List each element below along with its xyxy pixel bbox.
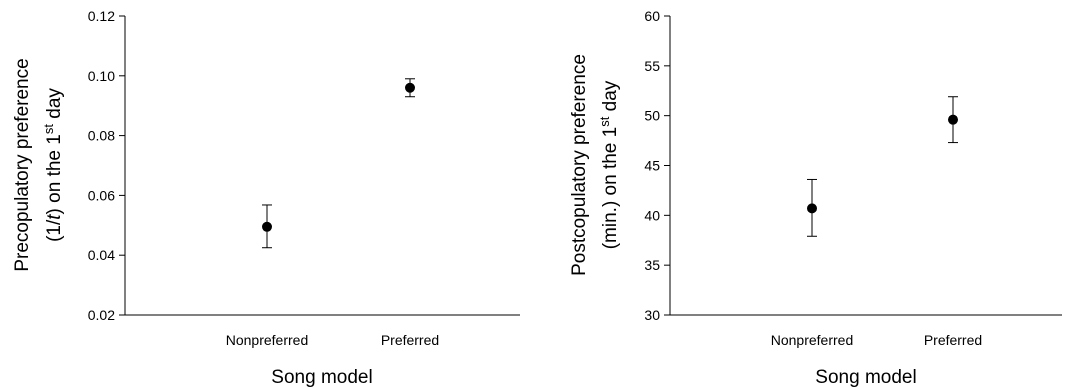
x-tick-label: Preferred: [381, 332, 439, 348]
y-tick-label: 0.08: [88, 128, 115, 144]
y-axis-title-line2-end: day: [44, 88, 65, 124]
y-tick-label: 45: [644, 158, 660, 174]
y-tick-label: 0.04: [88, 247, 115, 263]
y-axis-title-line2-italic: t: [44, 214, 65, 220]
y-tick-label: 0.02: [88, 307, 115, 323]
left-chart-panel: 0.02 0.04 0.06 0.08 0.10 0.12 Nonpreferred Pref…: [12, 8, 520, 388]
y-axis-title-line1: Precopulatory preference: [12, 58, 33, 271]
x-tick-label: Nonpreferred: [771, 332, 854, 348]
data-point-preferred: [948, 114, 958, 125]
y-axis-title-line2-end: day: [600, 80, 621, 116]
y-axis-title-line2-sup: st: [41, 124, 56, 135]
y-axis-title-line2-pre: (min.) on the 1: [600, 127, 621, 250]
x-axis-title: Song model: [271, 367, 372, 388]
y-axis-title-line2-sup: st: [597, 116, 612, 127]
x-axis-title: Song model: [815, 367, 916, 388]
y-axis-title-line2-pre: (1/: [44, 219, 65, 242]
y-tick-label: 35: [644, 257, 660, 273]
data-point-preferred: [405, 82, 415, 93]
y-axis-title-line1: Postcopulatory preference: [569, 54, 590, 276]
y-tick-label: 40: [644, 207, 660, 223]
y-tick-label: 0.06: [88, 187, 115, 203]
y-tick-label: 55: [644, 58, 660, 74]
y-tick-label: 0.10: [88, 68, 115, 84]
y-tick-label: 0.12: [88, 8, 115, 24]
x-tick-label: Preferred: [924, 332, 982, 348]
y-tick-label: 50: [644, 108, 660, 124]
y-axis-title-line2: (1/t) on the 1st day: [41, 88, 66, 242]
x-tick-label: Nonpreferred: [226, 332, 309, 348]
data-point-nonpreferred: [807, 203, 817, 214]
data-point-nonpreferred: [262, 221, 272, 232]
right-chart-panel: 30 35 40 45 50 55 60 Nonpreferred Preferred Song …: [569, 8, 1062, 388]
y-tick-label: 30: [644, 307, 660, 323]
y-tick-label: 60: [644, 8, 660, 24]
y-axis-title-line2-post: ) on the 1: [44, 134, 65, 214]
y-axis-title-line2: (min.) on the 1st day: [597, 80, 622, 249]
